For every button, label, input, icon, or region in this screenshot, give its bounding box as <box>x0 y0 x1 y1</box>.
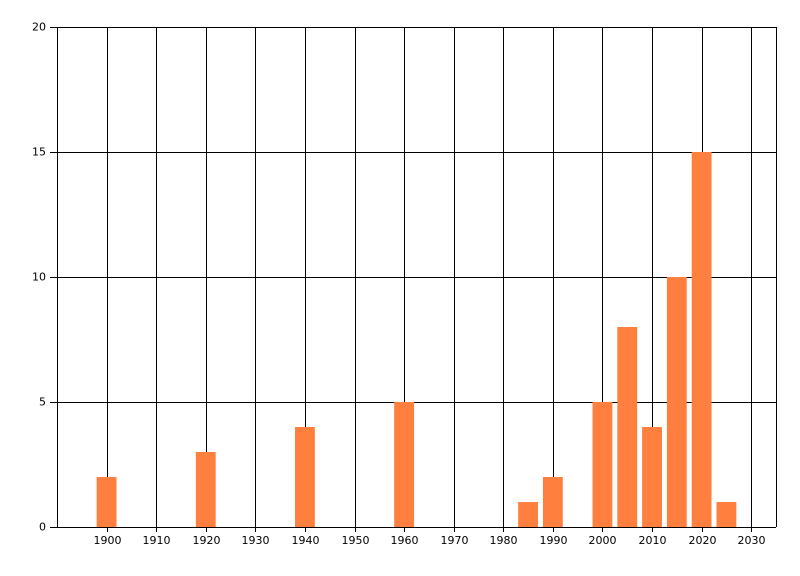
x-tick-label: 1920 <box>193 534 221 547</box>
x-tick-label: 1970 <box>441 534 469 547</box>
x-tick-label: 1930 <box>242 534 270 547</box>
x-tick-label: 1990 <box>540 534 568 547</box>
bar <box>592 402 613 527</box>
bar <box>394 402 415 527</box>
y-tick-label: 10 <box>32 271 46 284</box>
y-tick-label: 0 <box>39 521 46 534</box>
y-tick-label: 5 <box>39 396 46 409</box>
bar <box>542 477 563 527</box>
x-tick-label: 2030 <box>738 534 766 547</box>
bar <box>518 502 538 527</box>
bar <box>666 277 687 527</box>
bar <box>642 427 662 527</box>
x-tick-label: 2020 <box>689 534 717 547</box>
x-tick-label: 1960 <box>391 534 419 547</box>
x-tick-label: 1950 <box>342 534 370 547</box>
x-tick-label: 2010 <box>639 534 667 547</box>
x-tick-label: 2000 <box>589 534 617 547</box>
y-tick-label: 15 <box>32 146 46 159</box>
bar <box>295 427 315 527</box>
bar <box>96 477 117 527</box>
bar <box>691 152 712 527</box>
x-tick-label: 1910 <box>143 534 171 547</box>
y-tick-label: 20 <box>32 21 46 34</box>
bar <box>716 502 737 527</box>
x-tick-label: 1980 <box>490 534 518 547</box>
x-tick-label: 1900 <box>94 534 122 547</box>
x-tick-label: 1940 <box>292 534 320 547</box>
bar <box>617 327 638 527</box>
bar <box>195 452 216 527</box>
